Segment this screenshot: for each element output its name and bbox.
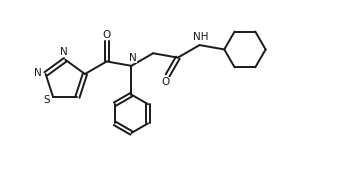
- Text: N: N: [34, 68, 42, 78]
- Text: N: N: [129, 53, 137, 63]
- Text: S: S: [43, 95, 50, 105]
- Text: O: O: [162, 77, 170, 87]
- Text: NH: NH: [193, 32, 208, 42]
- Text: O: O: [102, 30, 111, 40]
- Text: N: N: [60, 47, 68, 57]
